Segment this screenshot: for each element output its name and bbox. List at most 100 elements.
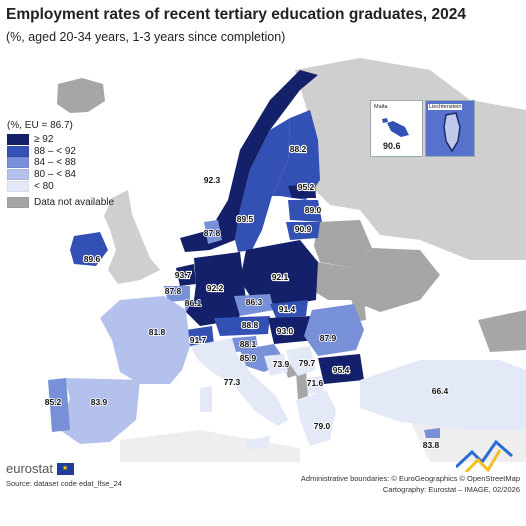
cyprus-shape (424, 428, 440, 438)
sicily-shape (246, 436, 270, 450)
value-label-denmark: 87.8 (204, 228, 221, 238)
romania-shape (304, 304, 364, 356)
credits-cartography: Cartography: Eurostat – IMAGE, 02/2026 (382, 485, 520, 494)
inset-malta-value: 90.6 (383, 141, 401, 151)
inset-malta: Malta 90.6 (370, 100, 423, 157)
legend-label: 80 – < 84 (34, 169, 76, 181)
sardinia-shape (200, 386, 212, 412)
legend-item: 80 – < 84 (7, 169, 114, 181)
value-label-norway: 92.3 (204, 175, 221, 185)
austria-shape (214, 316, 270, 336)
value-label-czechia: 86.3 (246, 297, 263, 307)
liechtenstein-shape (443, 112, 461, 153)
value-label-north-macedonia: 71.6 (307, 378, 324, 388)
bosnia-shape (264, 354, 288, 376)
value-label-belgium: 87.8 (165, 286, 182, 296)
legend-item: 88 – < 92 (7, 145, 114, 158)
value-label-finland: 88.2 (290, 144, 307, 154)
value-label-croatia: 85.9 (240, 353, 257, 363)
inset-liechtenstein: Liechtenstein (425, 100, 475, 157)
belgium-shape (164, 286, 190, 302)
uk-shape (104, 190, 160, 284)
value-label-spain: 83.9 (91, 397, 108, 407)
legend-label: 88 – < 92 (34, 145, 76, 157)
north-africa-shape (120, 430, 300, 462)
value-label-hungary: 93.0 (277, 326, 294, 336)
latvia-shape (288, 200, 322, 222)
legend-swatch (7, 169, 29, 181)
lithuania-shape (286, 222, 320, 240)
sweden-shape (235, 118, 290, 252)
iceland-shape (57, 78, 105, 113)
serbia-shape (286, 346, 316, 376)
estonia-shape (288, 184, 316, 198)
value-label-netherlands: 93.7 (175, 270, 192, 280)
value-label-ireland: 89.6 (84, 254, 101, 264)
ukraine-shape (312, 248, 440, 312)
value-label-serbia: 79.7 (299, 358, 316, 368)
legend-swatch (7, 180, 29, 192)
ireland-shape (70, 232, 108, 266)
inset-liechtenstein-name: Liechtenstein (428, 104, 463, 110)
value-label-portugal: 85.2 (45, 397, 62, 407)
legend-label: 84 – < 88 (34, 157, 76, 169)
hungary-shape (268, 316, 316, 344)
value-label-austria: 88.8 (242, 320, 259, 330)
malta-shape (382, 118, 409, 137)
italy-shape (190, 338, 288, 426)
belarus-shape (314, 220, 372, 268)
value-label-germany: 92.2 (207, 283, 224, 293)
albania-shape (296, 370, 308, 400)
germany-shape (186, 252, 246, 326)
eurostat-deco-icon (456, 439, 513, 472)
legend-item: ≥ 92 (7, 134, 114, 146)
slovakia-shape (270, 300, 308, 318)
value-label-italy: 77.3 (224, 377, 241, 387)
legend-item-na: Data not available (7, 197, 114, 209)
value-label-bosnia: 73.9 (273, 359, 290, 369)
value-label-luxembourg: 86.1 (185, 298, 202, 308)
legend-item: 84 – < 88 (7, 157, 114, 169)
switzerland-shape (186, 326, 214, 346)
legend-swatch (7, 157, 29, 169)
eurostat-logo: eurostat (6, 461, 74, 476)
value-label-slovakia: 91.4 (279, 304, 296, 314)
legend-swatch-na (7, 197, 29, 209)
legend-title: (%, EU = 86.7) (7, 120, 73, 131)
czechia-shape (234, 294, 274, 316)
map-title: Employment rates of recent tertiary educ… (6, 6, 466, 23)
legend-item: < 80 (7, 180, 114, 192)
norway-shape (180, 70, 318, 252)
value-label-bulgaria: 95.4 (333, 365, 350, 375)
denmark-shape (204, 220, 222, 244)
poland-shape (240, 240, 318, 306)
value-labels: 92.3 89.5 88.2 95.2 89.0 90.9 87.8 89.6 93.7 87.8… (44, 143, 449, 451)
value-label-latvia: 89.0 (305, 205, 322, 215)
value-label-romania: 87.9 (320, 333, 337, 343)
netherlands-shape (176, 264, 196, 286)
portugal-shape (48, 378, 70, 432)
spain-shape (60, 378, 140, 444)
map-subtitle: (%, aged 20-34 years, 1-3 years since co… (6, 30, 286, 44)
value-label-cyprus: 83.8 (423, 440, 440, 450)
credits-boundaries: Administrative boundaries: © EuroGeograp… (300, 474, 520, 483)
legend-swatch (7, 145, 29, 157)
eu-flag-icon (56, 462, 74, 475)
greece-shape (296, 390, 336, 446)
value-label-estonia: 95.2 (298, 182, 315, 192)
value-label-switzerland: 91.7 (190, 335, 207, 345)
value-label-sweden: 89.5 (237, 214, 254, 224)
value-label-lithuania: 90.9 (295, 224, 312, 234)
value-label-turkiye: 66.4 (432, 386, 449, 396)
value-label-poland: 92.1 (272, 272, 289, 282)
legend-label: < 80 (34, 180, 54, 192)
value-label-greece: 79.0 (314, 421, 331, 431)
value-label-slovenia: 88.1 (240, 339, 257, 349)
bulgaria-shape (318, 354, 364, 384)
finland-shape (272, 110, 320, 200)
inset-malta-name: Malta (374, 104, 388, 110)
source-note: Source: dataset code edat_lfse_24 (6, 479, 122, 488)
turkiye-shape (360, 360, 526, 430)
legend-label: ≥ 92 (34, 134, 54, 146)
legend: (%, EU = 86.7) ≥ 92 88 – < 92 84 – < 88 … (7, 120, 114, 209)
